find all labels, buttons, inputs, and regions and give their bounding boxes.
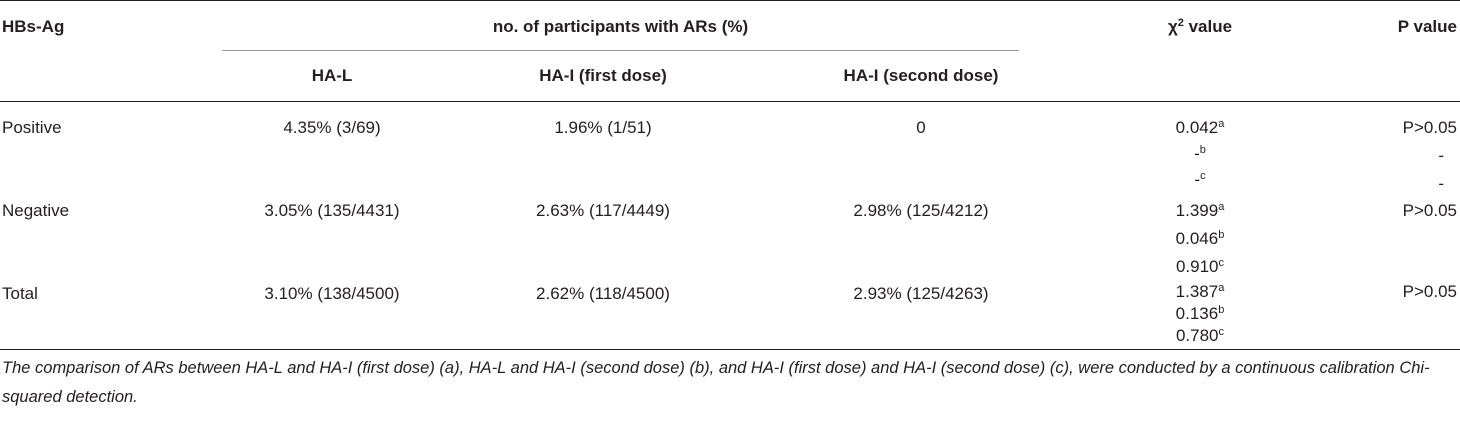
header-group-label: no. of participants with ARs (%) (492, 17, 749, 36)
chi-symbol: χ (1167, 17, 1178, 36)
header-hai-second: HA-I (second dose) (843, 66, 999, 85)
header-hai-first: HA-I (first dose) (539, 66, 667, 85)
cell-total-hai-second: 2.93% (125/4263) (853, 284, 989, 303)
chi-line: -c (1194, 170, 1206, 189)
chi-line: 0.780c (1175, 326, 1225, 345)
cell-negative-p: P>0.05 (1300, 197, 1457, 225)
group-header-rule (222, 50, 1019, 51)
cell-negative-chi: 1.399a 0.046b 0.910c (1120, 197, 1280, 281)
chi-value-label: value (1183, 17, 1233, 36)
p-line: P>0.05 (1402, 118, 1457, 137)
header-hbsag: HBs-Ag (2, 17, 65, 36)
chi-line: 1.399a (1175, 201, 1225, 220)
chi-line: 0.136b (1175, 304, 1225, 323)
cell-total-hal: 3.10% (138/4500) (264, 284, 400, 303)
table-bottom-rule (0, 349, 1460, 350)
chi-line: 1.387a (1175, 282, 1225, 301)
header-chi-value: χ2 value (1120, 17, 1280, 37)
cell-negative-hai-second: 2.98% (125/4212) (853, 201, 989, 220)
chi-line: -b (1194, 144, 1206, 163)
cell-total-p: P>0.05 (1300, 280, 1457, 303)
header-bottom-rule (0, 101, 1460, 102)
p-line: P>0.05 (1402, 201, 1457, 220)
cell-total-hai-first: 2.62% (118/4500) (536, 284, 670, 303)
cell-negative-hai-first: 2.63% (117/4449) (536, 201, 670, 220)
cell-positive-p: P>0.05 - - (1300, 114, 1457, 198)
cell-positive-hai-first: 1.96% (1/51) (554, 118, 652, 137)
header-hal: HA-L (311, 66, 353, 85)
header-p-value: P value (1397, 17, 1457, 36)
table-footnote: The comparison of ARs between HA-L and H… (2, 359, 1430, 406)
row-label-positive: Positive (2, 118, 62, 137)
p-line: P>0.05 (1402, 282, 1457, 301)
chi-line: 0.042a (1175, 118, 1225, 137)
row-label-total: Total (2, 284, 38, 303)
cell-positive-chi: 0.042a -b -c (1120, 114, 1280, 194)
cell-total-chi: 1.387a 0.136b 0.780c (1120, 280, 1280, 347)
p-line: - (1438, 146, 1444, 165)
row-label-negative: Negative (2, 201, 70, 220)
cell-positive-hal: 4.35% (3/69) (283, 118, 381, 137)
cell-negative-hal: 3.05% (135/4431) (264, 201, 400, 220)
cell-positive-hai-second: 0 (916, 118, 926, 137)
chi-superscript: 2 (1177, 17, 1184, 29)
chi-line: 0.046b (1175, 229, 1225, 248)
p-line: - (1438, 174, 1444, 193)
chi-line: 0.910c (1175, 257, 1225, 276)
top-rule (0, 0, 1460, 1)
